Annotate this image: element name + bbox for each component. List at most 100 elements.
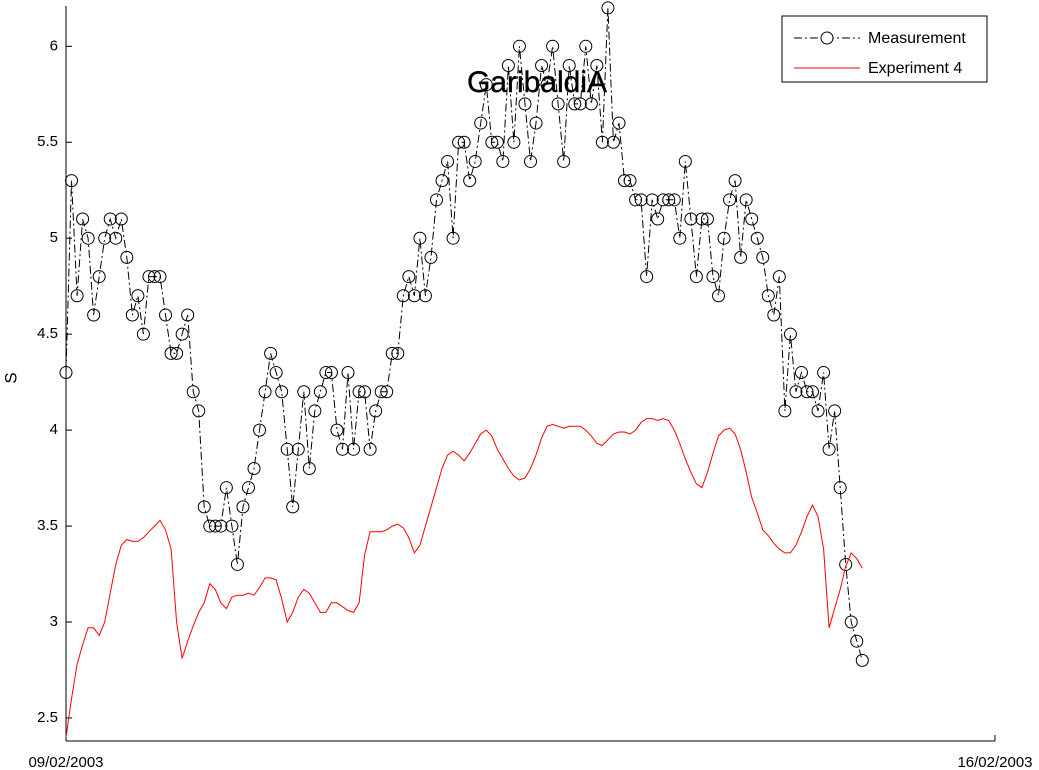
- data-point: [573, 97, 587, 111]
- data-point: [584, 97, 598, 111]
- data-point: [756, 250, 770, 264]
- data-point: [540, 78, 554, 92]
- data-point: [673, 231, 687, 245]
- data-point: [667, 193, 681, 207]
- data-point: [634, 193, 648, 207]
- data-point: [833, 481, 847, 495]
- data-point: [192, 404, 206, 418]
- data-point: [241, 481, 255, 495]
- data-point: [391, 346, 405, 360]
- data-point: [800, 385, 814, 399]
- data-point: [313, 385, 327, 399]
- data-point: [214, 519, 228, 533]
- data-point: [164, 346, 178, 360]
- data-point: [103, 212, 117, 226]
- data-point: [778, 404, 792, 418]
- data-point: [236, 500, 250, 514]
- data-point: [485, 135, 499, 149]
- data-point: [418, 289, 432, 303]
- data-point: [131, 289, 145, 303]
- y-tick-label: 2.5: [37, 709, 58, 726]
- data-point: [817, 366, 831, 380]
- data-point: [225, 519, 239, 533]
- data-point: [363, 442, 377, 456]
- legend-marker: [820, 31, 834, 45]
- data-point: [264, 346, 278, 360]
- data-point: [441, 154, 455, 168]
- data-point: [203, 519, 217, 533]
- data-point: [81, 231, 95, 245]
- data-point: [557, 154, 571, 168]
- data-point: [59, 366, 73, 380]
- data-point: [324, 366, 338, 380]
- data-point: [269, 366, 283, 380]
- y-tick-label: 5: [50, 229, 58, 246]
- data-point: [546, 39, 560, 53]
- data-point: [347, 442, 361, 456]
- y-axis-label: S: [1, 372, 20, 383]
- data-point: [114, 212, 128, 226]
- data-point: [429, 193, 443, 207]
- data-point: [579, 39, 593, 53]
- data-point: [87, 308, 101, 322]
- data-point: [125, 308, 139, 322]
- data-point: [435, 174, 449, 188]
- data-point: [280, 442, 294, 456]
- data-point: [767, 308, 781, 322]
- data-point: [479, 78, 493, 92]
- data-point: [723, 193, 737, 207]
- data-point: [656, 193, 670, 207]
- data-point: [712, 289, 726, 303]
- data-point: [695, 212, 709, 226]
- data-point: [98, 231, 112, 245]
- data-point: [291, 442, 305, 456]
- data-point: [772, 270, 786, 284]
- data-point: [850, 634, 864, 648]
- data-point: [623, 174, 637, 188]
- data-point: [507, 135, 521, 149]
- data-point: [535, 58, 549, 72]
- data-point: [463, 174, 477, 188]
- data-point: [684, 212, 698, 226]
- data-point: [828, 404, 842, 418]
- data-point: [380, 385, 394, 399]
- data-point: [374, 385, 388, 399]
- data-point: [855, 653, 869, 667]
- data-point: [590, 58, 604, 72]
- data-point: [358, 385, 372, 399]
- data-point: [181, 308, 195, 322]
- y-tick-label: 3: [50, 613, 58, 630]
- x-tick-label: 16/02/2003: [957, 754, 1032, 770]
- data-point: [706, 270, 720, 284]
- data-point: [618, 174, 632, 188]
- y-tick-label: 3.5: [37, 517, 58, 534]
- x-tick-label: 09/02/2003: [28, 754, 103, 770]
- data-point: [490, 135, 504, 149]
- data-point: [457, 135, 471, 149]
- data-point: [175, 327, 189, 341]
- data-point: [496, 154, 510, 168]
- data-point: [794, 366, 808, 380]
- data-point: [396, 289, 410, 303]
- data-point: [369, 404, 383, 418]
- data-point: [750, 231, 764, 245]
- data-point: [446, 231, 460, 245]
- data-point: [230, 557, 244, 571]
- y-tick-label: 4.5: [37, 325, 58, 342]
- data-point: [335, 442, 349, 456]
- data-point: [501, 58, 515, 72]
- data-point: [789, 385, 803, 399]
- y-tick-label: 6: [50, 37, 58, 54]
- data-point: [197, 500, 211, 514]
- data-point: [147, 270, 161, 284]
- data-point: [352, 385, 366, 399]
- data-point: [170, 346, 184, 360]
- data-point: [319, 366, 333, 380]
- data-point: [258, 385, 272, 399]
- data-point: [253, 423, 267, 437]
- data-point: [385, 346, 399, 360]
- data-point: [402, 270, 416, 284]
- series-line: [65, 418, 863, 738]
